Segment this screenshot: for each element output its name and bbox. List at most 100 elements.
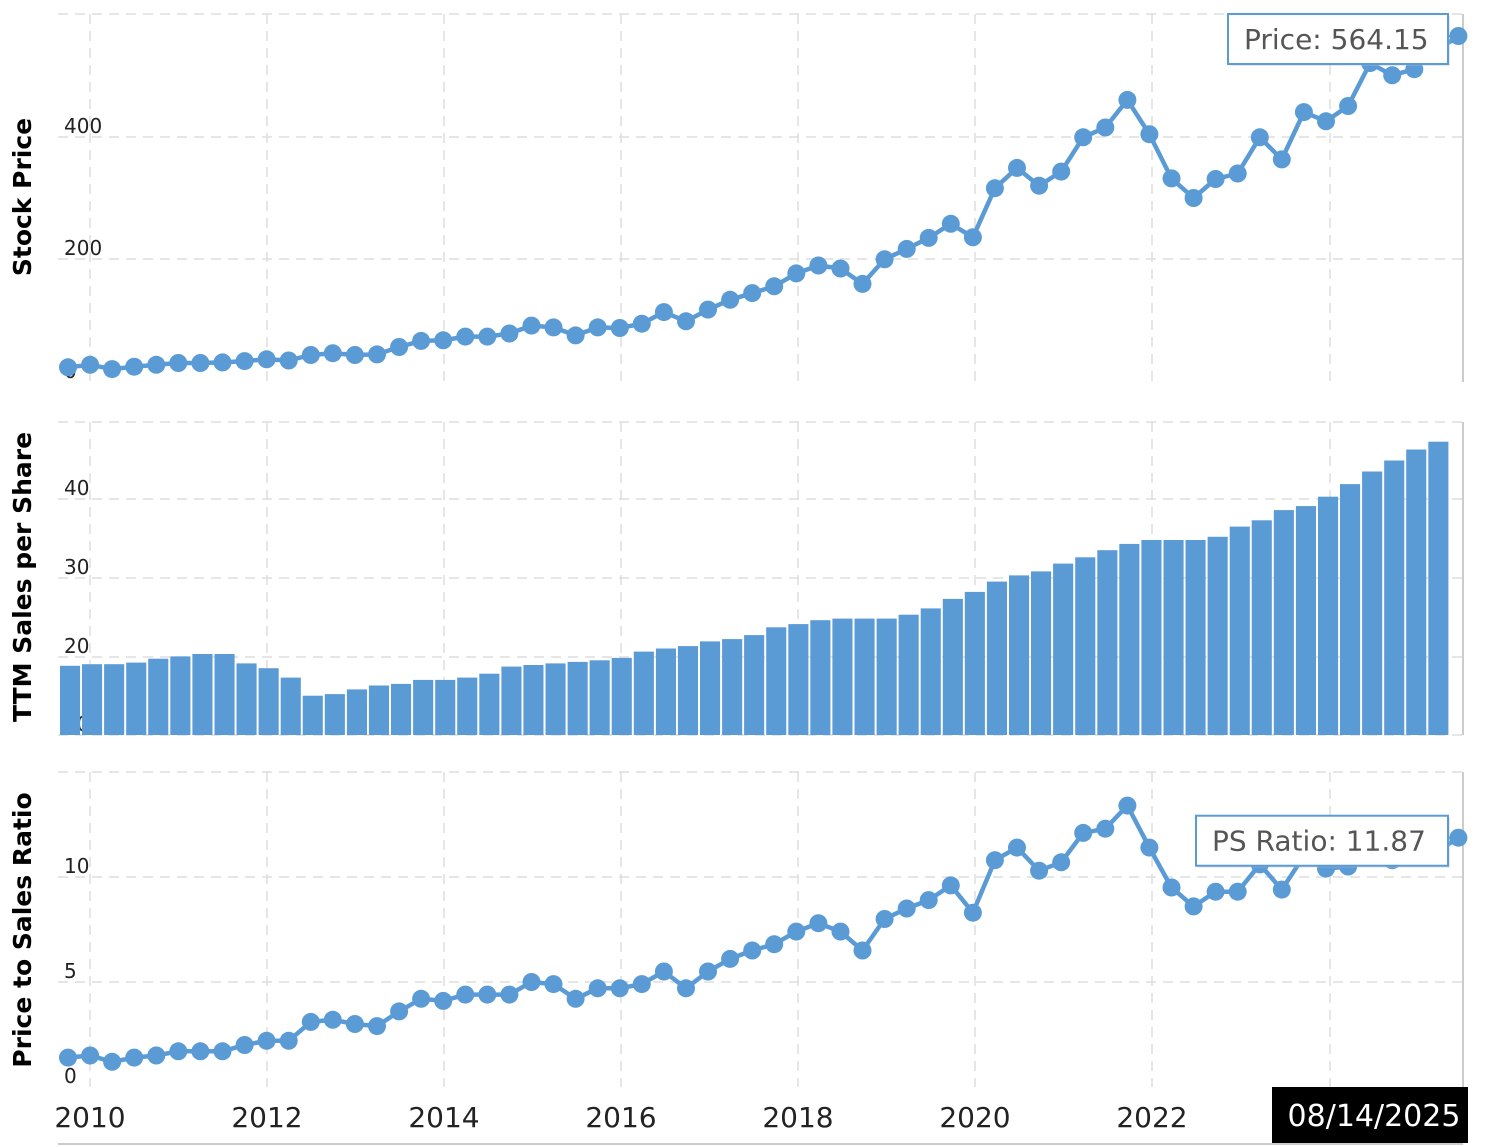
bar [501, 666, 522, 735]
data-point [743, 284, 762, 303]
data-point [1184, 897, 1203, 916]
data-point [919, 891, 938, 910]
y-tick-label: 40 [64, 476, 89, 500]
data-point [632, 314, 651, 333]
data-point [610, 979, 629, 998]
data-point [81, 1046, 100, 1065]
data-point [147, 355, 166, 374]
data-point [235, 352, 254, 371]
tooltip-text: PS Ratio: 11.87 [1212, 825, 1426, 858]
bar [82, 664, 103, 735]
data-point [191, 354, 210, 372]
data-point [213, 353, 232, 372]
bar [854, 618, 875, 735]
x-tick-label: 2014 [408, 1101, 479, 1134]
data-point [81, 355, 100, 374]
data-point [1052, 853, 1071, 872]
data-point [103, 360, 122, 379]
data-point [941, 876, 960, 895]
bar [1207, 536, 1228, 735]
bar [1273, 510, 1294, 735]
data-point [1008, 158, 1026, 177]
data-point [699, 300, 717, 319]
bar [148, 658, 169, 735]
data-point [1030, 861, 1049, 880]
x-tick-label: 2012 [231, 1101, 302, 1134]
data-point [985, 179, 1004, 198]
x-tick-label: 2016 [585, 1101, 656, 1134]
data-point [566, 989, 585, 1008]
data-point [213, 1042, 232, 1061]
data-point [1206, 170, 1225, 188]
tooltip-text: Price: 564.15 [1244, 23, 1429, 56]
data-point [169, 1042, 188, 1061]
bar [523, 665, 544, 735]
data-point [412, 989, 431, 1008]
data-point [301, 346, 320, 364]
data-point [456, 985, 475, 1004]
bar [1428, 441, 1449, 735]
data-point [125, 357, 144, 376]
data-point [125, 1048, 144, 1067]
series-line [67, 803, 1460, 1065]
data-point [345, 1015, 364, 1033]
bar [964, 591, 985, 735]
bar [545, 663, 566, 735]
x-axis: 2010 2012 2014 2016 2018 2020 2022 08/14/2025 [54, 1087, 1468, 1145]
tooltip-box [1195, 814, 1449, 867]
data-point [1140, 125, 1159, 144]
data-point [147, 1046, 166, 1065]
bar [633, 651, 654, 735]
panel-3: 0 5 10 Price to Sales Ratio PS Ratio: 11.87 [8, 771, 1468, 1088]
data-point [1294, 103, 1313, 122]
x-tick-label: 2010 [54, 1101, 125, 1134]
bar [677, 646, 698, 735]
bar [368, 685, 389, 735]
data-point [677, 979, 695, 998]
data-point [1272, 880, 1291, 899]
data-point [1162, 169, 1181, 188]
panel-2: 10203040TTM Sales per Share [8, 421, 1464, 736]
data-point [390, 1002, 409, 1021]
data-point [301, 1012, 320, 1031]
data-point [1096, 118, 1115, 137]
data-point [809, 914, 828, 933]
data-point [831, 259, 850, 278]
bar [1251, 520, 1272, 735]
bar [832, 618, 853, 735]
bar [346, 689, 367, 735]
data-point [368, 345, 386, 364]
bar [1384, 460, 1405, 735]
tooltip-box [1227, 12, 1449, 65]
date-badge [1272, 1087, 1468, 1143]
bar [1362, 471, 1383, 735]
y-tick-label: 400 [64, 114, 102, 138]
data-point [654, 962, 673, 981]
data-point [191, 1042, 210, 1061]
bar [214, 654, 235, 735]
bar [655, 648, 676, 735]
data-point [235, 1036, 254, 1054]
bar [788, 624, 809, 735]
data-point [1449, 27, 1468, 45]
x-tick-label: 2018 [762, 1101, 833, 1134]
data-point [654, 303, 673, 322]
bar [942, 598, 963, 735]
y-tick-label: 0 [64, 1064, 77, 1088]
bar [611, 657, 632, 735]
data-point [323, 344, 342, 363]
data-point [1140, 838, 1159, 857]
bar [258, 668, 279, 735]
data-point [1250, 128, 1269, 147]
data-point [765, 277, 784, 296]
series-line [67, 34, 1460, 372]
data-point [1074, 823, 1093, 842]
data-point [875, 250, 894, 269]
bar [1229, 526, 1250, 735]
data-point [588, 318, 607, 337]
bar [413, 679, 434, 735]
data-point [765, 935, 784, 954]
data-point [985, 851, 1004, 870]
data-point [1052, 162, 1071, 181]
data-point [1317, 112, 1335, 131]
